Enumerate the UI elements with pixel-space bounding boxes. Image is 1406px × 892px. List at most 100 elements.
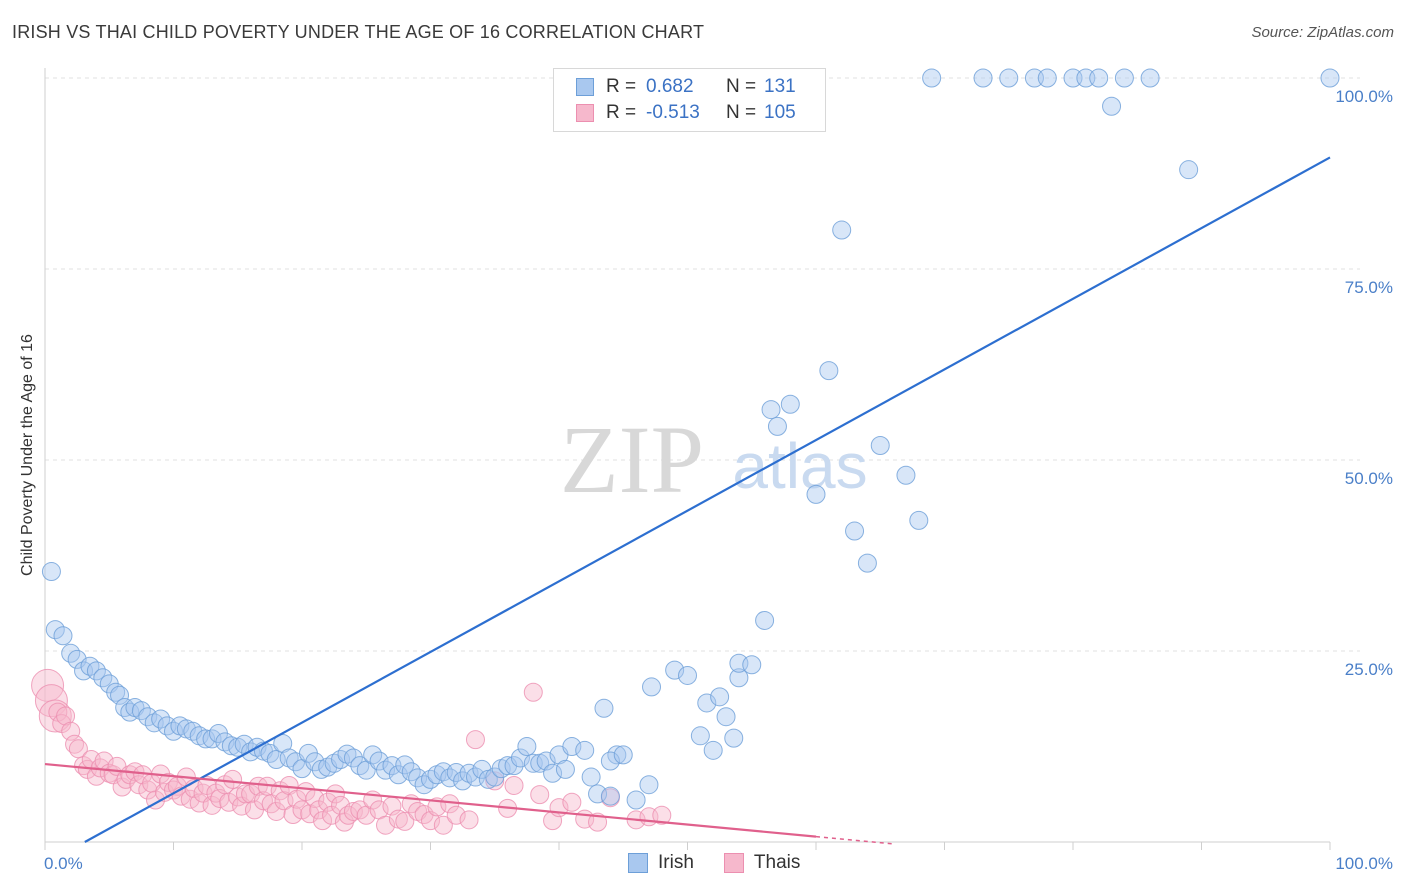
irish-point — [716, 707, 736, 727]
thais-point — [433, 815, 453, 835]
irish-point — [41, 562, 61, 582]
irish-point — [710, 687, 730, 707]
irish-point — [870, 435, 890, 455]
thais-point — [504, 775, 524, 795]
thais-point — [350, 800, 370, 820]
irish-point — [510, 748, 530, 768]
irish-point — [53, 626, 73, 646]
irish-point — [543, 763, 563, 783]
irish-point — [414, 775, 434, 795]
thais-point — [459, 810, 479, 830]
irish-point — [600, 751, 620, 771]
irish-point — [453, 771, 473, 791]
irish-point — [922, 68, 942, 88]
thais-point — [562, 792, 582, 812]
thais-point — [395, 811, 415, 831]
legend-row-irish: R = 0.682 N = 131 — [576, 74, 796, 100]
irish-point — [1179, 160, 1199, 180]
thais-point — [523, 682, 543, 702]
thais-point — [283, 804, 303, 824]
irish-point — [639, 775, 659, 795]
series-legend: Irish Thais — [628, 852, 830, 874]
thais-regression-extension — [815, 835, 894, 845]
thais-legend-label: Thais — [753, 852, 801, 873]
irish-legend-label: Irish — [658, 852, 694, 873]
thais-point — [253, 791, 273, 811]
irish-point — [106, 682, 126, 702]
irish-point — [555, 759, 575, 779]
irish-point — [388, 765, 408, 785]
thais-point — [530, 785, 550, 805]
irish-n-label: N = — [726, 76, 757, 97]
y-tick-label: 75.0% — [1345, 278, 1393, 297]
irish-point — [690, 726, 710, 746]
source-label: Source: ZipAtlas.com — [1251, 24, 1394, 41]
thais-point — [313, 811, 333, 831]
correlation-legend: R = 0.682 N = 131 R = -0.513 N = 105 — [553, 68, 826, 132]
thais-n-value: 105 — [764, 102, 796, 123]
irish-point — [819, 361, 839, 381]
x-tick-label: 0.0% — [44, 854, 83, 873]
regression-lines — [44, 156, 1331, 845]
irish-point — [999, 68, 1019, 88]
thais-point — [325, 784, 345, 804]
irish-point — [45, 620, 65, 640]
thais-point — [56, 706, 76, 726]
irish-point — [1089, 68, 1109, 88]
thais-point — [446, 805, 466, 825]
irish-r-value: 0.682 — [646, 76, 694, 97]
irish-point — [729, 668, 749, 688]
irish-point — [909, 510, 929, 530]
thais-point — [223, 769, 243, 789]
thais-legend-swatch — [723, 853, 744, 873]
irish-point — [845, 521, 865, 541]
irish-point — [642, 677, 662, 697]
thais-point — [219, 792, 239, 812]
irish-point — [742, 655, 762, 675]
thais-point — [202, 795, 222, 815]
irish-n-value: 131 — [764, 76, 796, 97]
irish-point — [440, 768, 460, 788]
irish-point — [761, 400, 781, 420]
irish-point — [703, 740, 723, 760]
thais-n-label: N = — [726, 102, 757, 123]
irish-point — [1320, 68, 1340, 88]
irish-point — [202, 729, 222, 749]
irish-point — [594, 698, 614, 718]
y-tick-label: 100.0% — [1335, 87, 1393, 106]
y-tick-label: 25.0% — [1345, 660, 1393, 679]
irish-point — [343, 748, 363, 768]
thais-point — [588, 812, 608, 832]
legend-item-thais[interactable]: Thais — [723, 852, 801, 874]
irish-point — [1102, 96, 1122, 116]
irish-point — [536, 751, 556, 771]
irish-regression-line — [84, 156, 1331, 843]
chart-title: IRISH VS THAI CHILD POVERTY UNDER THE AG… — [12, 22, 705, 42]
irish-point — [767, 416, 787, 436]
thais-point — [465, 730, 485, 750]
irish-point — [562, 737, 582, 756]
irish-point — [973, 68, 993, 88]
irish-legend-swatch — [628, 853, 648, 873]
irish-point — [504, 756, 524, 776]
irish-point — [697, 693, 717, 713]
thais-point — [652, 805, 672, 825]
irish-point — [626, 790, 646, 810]
irish-point — [896, 465, 916, 485]
watermark-zip: ZIP — [560, 406, 704, 513]
irish-point — [1114, 68, 1134, 88]
irish-point — [832, 220, 852, 240]
irish-point — [678, 665, 697, 685]
irish-point — [613, 745, 633, 765]
irish-point — [196, 729, 216, 749]
thais-point — [38, 699, 72, 733]
thais-r-value: -0.513 — [646, 102, 700, 123]
irish-point — [755, 610, 775, 630]
irish-point — [857, 553, 877, 573]
legend-item-irish[interactable]: Irish — [628, 852, 694, 874]
irish-point — [1140, 68, 1160, 88]
thais-regression-line — [44, 762, 817, 838]
thais-series — [31, 668, 672, 835]
y-tick-label: 50.0% — [1345, 469, 1393, 488]
irish-point — [780, 394, 800, 414]
